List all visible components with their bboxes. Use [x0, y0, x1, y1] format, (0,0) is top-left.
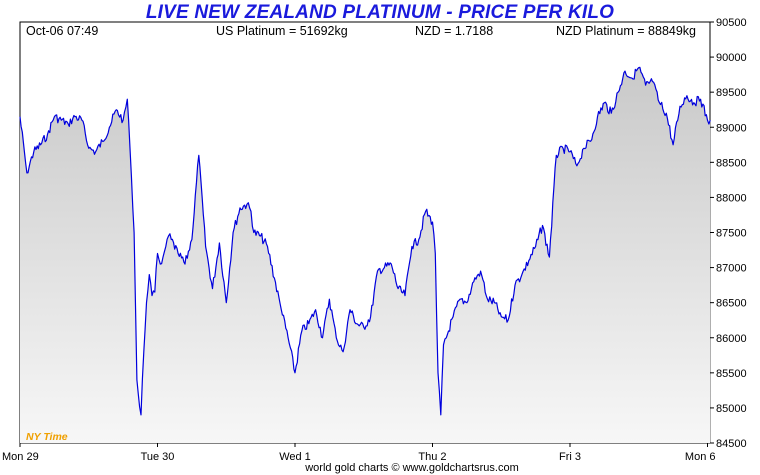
x-tick-label: Tue 30 [141, 451, 175, 463]
price-area [20, 67, 711, 444]
header-nzd-rate: NZD = 1.7188 [415, 24, 493, 38]
y-tick-label: 85000 [716, 403, 747, 415]
header-us-platinum: US Platinum = 51692kg [216, 24, 348, 38]
y-tick-label: 88000 [716, 192, 747, 204]
x-tick-label: Mon 6 [685, 451, 716, 463]
x-tick-label: Mon 29 [2, 451, 39, 463]
y-tick-label: 84500 [716, 438, 747, 450]
chart-credit: world gold charts © www.goldchartsrus.co… [304, 462, 519, 474]
y-tick-label: 90000 [716, 52, 747, 64]
chart-title: LIVE NEW ZEALAND PLATINUM - PRICE PER KI… [145, 2, 615, 23]
y-tick-label: 86000 [716, 333, 747, 345]
x-tick-label: Thu 2 [418, 451, 446, 463]
y-tick-label: 89500 [716, 87, 747, 99]
header-nzd-platinum: NZD Platinum = 88849kg [556, 24, 696, 38]
header-datetime: Oct-06 07:49 [26, 24, 98, 38]
y-tick-label: 85500 [716, 368, 747, 380]
y-tick-label: 87000 [716, 263, 747, 275]
x-tick-label: Wed 1 [279, 451, 311, 463]
y-tick-label: 89000 [716, 122, 747, 134]
y-tick-label: 86500 [716, 298, 747, 310]
y-tick-label: 88500 [716, 157, 747, 169]
timezone-label: NY Time [26, 431, 68, 443]
y-axis: 90500 90000 89500 89000 88500 88000 87500 87000… [710, 17, 747, 450]
y-tick-label: 87500 [716, 228, 747, 240]
price-line [19, 66, 711, 416]
y-tick-label: 90500 [716, 17, 747, 29]
x-tick-label: Fri 3 [559, 451, 581, 463]
x-axis: Mon 29 Tue 30 Wed 1 Thu 2 Fri 3 Mon 6 [2, 443, 716, 463]
